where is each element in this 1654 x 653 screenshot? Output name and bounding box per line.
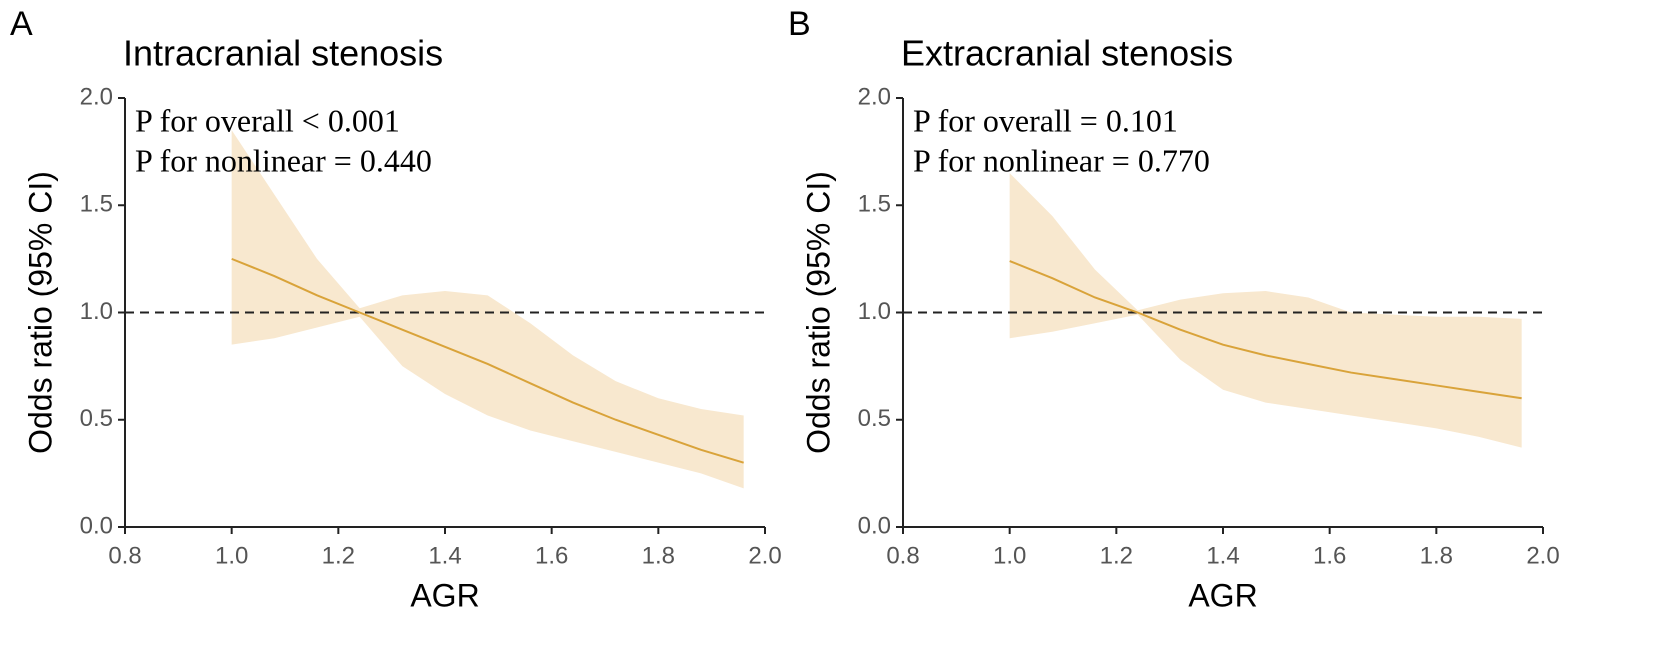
y-axis-label: Odds ratio (95% CI) [22,171,58,454]
x-tick-label: 1.6 [535,542,568,569]
x-tick-label: 1.0 [215,542,248,569]
confidence-band [231,130,744,489]
annotation: P for overall = 0.101 [913,102,1178,138]
x-tick-label: 1.4 [1206,542,1239,569]
confidence-band [1009,173,1522,448]
y-tick-label: 0.0 [80,512,113,539]
x-tick-label: 1.8 [642,542,675,569]
x-tick-label: 1.8 [1420,542,1453,569]
x-tick-label: 2.0 [1526,542,1559,569]
panel-label: B [788,5,811,43]
chart-title: Extracranial stenosis [901,33,1233,74]
y-tick-label: 2.0 [858,83,891,110]
y-tick-label: 0.5 [80,405,113,432]
annotation: P for nonlinear = 0.440 [135,142,432,178]
annotation: P for overall < 0.001 [135,102,400,138]
annotation: P for nonlinear = 0.770 [913,142,1210,178]
x-axis-label: AGR [1188,577,1257,613]
y-tick-label: 1.5 [80,191,113,218]
x-tick-label: 0.8 [886,542,919,569]
y-axis-label: Odds ratio (95% CI) [800,171,836,454]
x-tick-label: 0.8 [108,542,141,569]
y-tick-label: 1.0 [858,298,891,325]
or-line [231,257,744,464]
y-tick-label: 0.0 [858,512,891,539]
x-tick-label: 1.6 [1313,542,1346,569]
chart-title: Intracranial stenosis [123,33,443,74]
y-tick-label: 0.5 [858,405,891,432]
x-tick-label: 2.0 [748,542,781,569]
x-tick-label: 1.4 [428,542,461,569]
x-tick-label: 1.2 [1100,542,1133,569]
panel-label: A [10,5,33,43]
x-tick-label: 1.2 [322,542,355,569]
y-tick-label: 1.5 [858,191,891,218]
or-line [1009,260,1522,400]
y-tick-label: 1.0 [80,298,113,325]
x-axis-label: AGR [410,577,479,613]
x-tick-label: 1.0 [993,542,1026,569]
y-tick-label: 2.0 [80,83,113,110]
